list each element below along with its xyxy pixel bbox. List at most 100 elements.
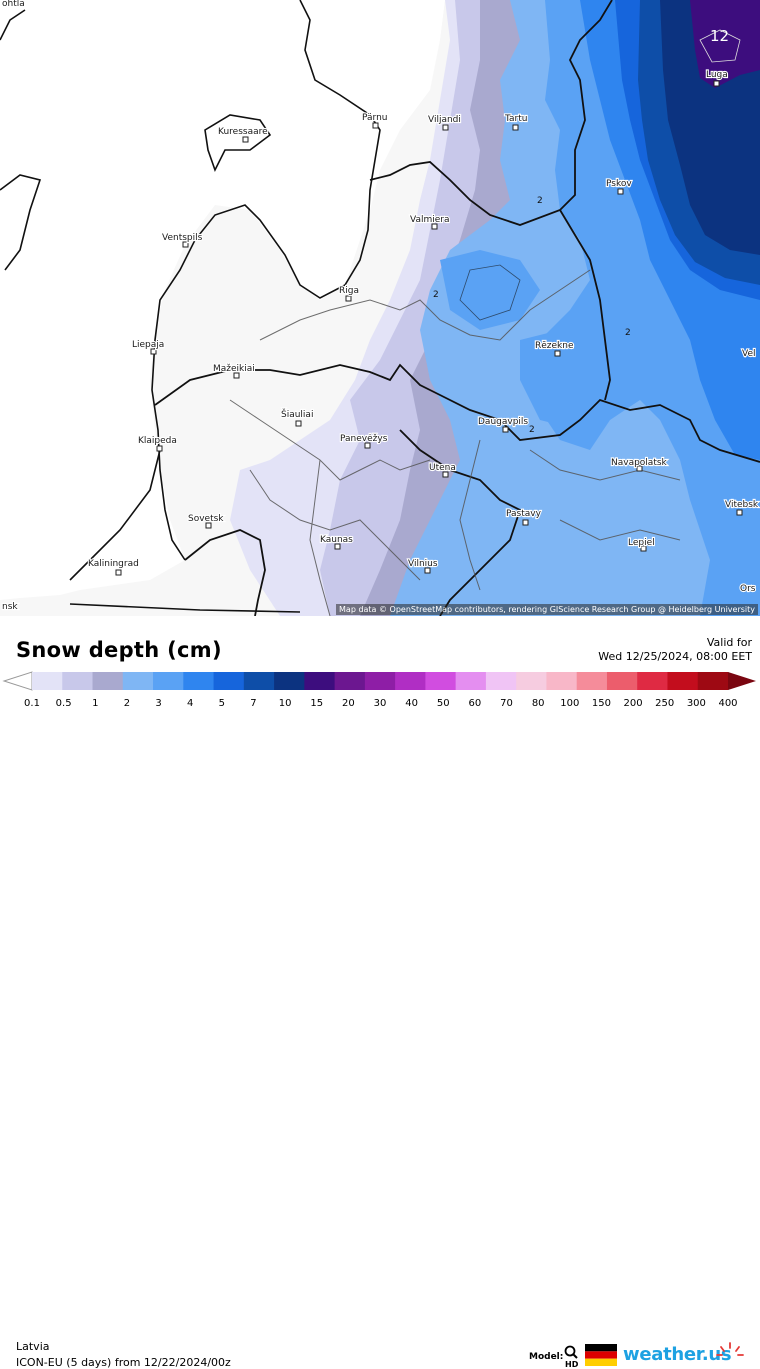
- city-label: Ventspils: [162, 233, 203, 243]
- city-label: Luga: [706, 70, 728, 80]
- colorbar-tick-label: 250: [655, 698, 674, 709]
- model-label: Model:: [529, 1352, 564, 1362]
- map-canvas: Kuressaare Pärnu Viljandi Tartu Pskov Lu…: [0, 0, 760, 616]
- colorbar-swatch: [122, 672, 154, 690]
- border-poland: [69, 603, 301, 613]
- city-markers: [115, 80, 743, 576]
- city-label: Kuressaare: [218, 127, 268, 137]
- colorbar-swatch: [576, 672, 608, 690]
- city-labels: Kuressaare Pärnu Viljandi Tartu Pskov Lu…: [1, 0, 760, 613]
- colorbar-swatch: [334, 672, 366, 690]
- map-attribution[interactable]: Map data © OpenStreetMap contributors, r…: [336, 604, 758, 615]
- city-label: Panevėžys: [340, 434, 388, 444]
- city-label: Vel: [742, 349, 756, 359]
- colorbar-tick-label: 2: [124, 698, 130, 709]
- colorbar-tick-label: 0.1: [24, 698, 40, 709]
- colorbar-swatch: [485, 672, 517, 690]
- colorbar-tick-label: 70: [500, 698, 513, 709]
- city-label: Pastavy: [506, 509, 542, 519]
- border-latvia-lithuania: [154, 363, 760, 463]
- region-name: Latvia: [16, 1340, 50, 1353]
- colorbar-tick-label: 150: [592, 698, 611, 709]
- contour-label: 2: [433, 290, 439, 300]
- magnifier-hd-icon: HD: [564, 1345, 579, 1368]
- city-label: Liepaja: [132, 340, 164, 350]
- snow-3-patch2: [520, 330, 600, 430]
- city-label: Lepiel: [628, 538, 655, 548]
- colorbar-swatch: [92, 672, 124, 690]
- city-label: Kaunas: [320, 535, 353, 545]
- colorbar-swatch: [697, 672, 729, 690]
- legend-colorbar: 0.1 0.5 1 2 3 4 5 7 10 15 20 30 40 50 60 70 80 100 150 200 2…: [2, 671, 756, 709]
- colorbar-arrow-low: [2, 671, 33, 691]
- border-russia: [559, 209, 611, 401]
- border-kaliningrad: [184, 529, 266, 616]
- colorbar-tick-label: 7: [250, 698, 256, 709]
- valid-time: Wed 12/25/2024, 08:00 EET: [598, 650, 752, 663]
- coastline: [0, 0, 381, 561]
- city-label: Ors: [740, 584, 756, 594]
- colorbar-swatch: [153, 672, 184, 690]
- colorbar-swatch: [516, 672, 547, 690]
- border-lithuania-belarus: [399, 429, 522, 616]
- snow-contour-12: [699, 29, 741, 63]
- city-label: Klaipeda: [138, 436, 177, 446]
- colorbar-tick-label: 80: [532, 698, 545, 709]
- colorbar-swatch: [667, 672, 699, 690]
- colorbar-tick-label: 300: [687, 698, 706, 709]
- contour-label: 2: [625, 328, 631, 338]
- city-label: Pärnu: [362, 113, 388, 123]
- colorbar-swatch: [274, 672, 305, 690]
- city-label: Šiauliai: [281, 408, 313, 420]
- baltic-sea: [0, 0, 445, 600]
- colorbar-ticks: 0.1 0.5 1 2 3 4 5 7 10 15 20 30 40 50 60 70 80 100 150 200 2…: [24, 698, 738, 709]
- colorbar-arrow-high: [728, 672, 756, 690]
- city-label: Utena: [429, 463, 456, 473]
- region-boundaries: [229, 269, 681, 616]
- colorbar-swatch: [32, 672, 63, 690]
- contour-labels: 12 2 2 2 2: [433, 27, 729, 435]
- colorbar-tick-label: 4: [187, 698, 193, 709]
- colorbar-tick-label: 10: [279, 698, 292, 709]
- colorbar-tick-label: 60: [469, 698, 482, 709]
- city-label: Kaliningrad: [88, 559, 139, 569]
- city-label: Sovetsk: [188, 514, 224, 524]
- colorbar-tick-label: 50: [437, 698, 450, 709]
- snow-contour-2: [459, 264, 521, 321]
- colorbar-swatch: [62, 672, 94, 690]
- colorbar-swatches: [2, 671, 756, 691]
- city-label: Mažeikiai: [213, 364, 255, 374]
- colorbar-swatch: [213, 672, 245, 690]
- city-label: Vitebsk: [725, 500, 759, 510]
- colorbar-tick-label: 30: [374, 698, 387, 709]
- colorbar-swatch: [546, 672, 578, 690]
- colorbar-tick-label: 200: [624, 698, 643, 709]
- city-label: Pskov: [606, 179, 632, 189]
- colorbar-tick-label: 40: [405, 698, 418, 709]
- city-label: ohtla: [2, 0, 25, 9]
- city-label: Valmiera: [410, 215, 450, 225]
- snow-depth-map[interactable]: Kuressaare Pärnu Viljandi Tartu Pskov Lu…: [0, 0, 760, 616]
- colorbar-tick-label: 3: [155, 698, 161, 709]
- colorbar-swatch: [637, 672, 668, 690]
- colorbar-swatch: [455, 672, 487, 690]
- colorbar-tick-label: 20: [342, 698, 355, 709]
- colorbar-tick-label: 1: [92, 698, 98, 709]
- colorbar-tick-label: 400: [718, 698, 737, 709]
- germany-flag-icon: [585, 1344, 617, 1366]
- contour-label: 12: [710, 27, 729, 45]
- snow-3-patch: [440, 250, 540, 330]
- colorbar-swatch: [364, 672, 396, 690]
- colorbar-tick-label: 5: [219, 698, 225, 709]
- colorbar-swatch: [395, 672, 426, 690]
- model-run: ICON-EU (5 days) from 12/22/2024/00z: [16, 1356, 231, 1369]
- city-label: nsk: [2, 602, 18, 612]
- colorbar-tick-label: 100: [560, 698, 579, 709]
- legend-title: Snow depth (cm): [16, 638, 222, 662]
- city-label: Riga: [339, 286, 359, 296]
- svg-text:HD: HD: [565, 1360, 579, 1368]
- city-label: Vilnius: [408, 559, 438, 569]
- valid-for-label: Valid for: [706, 636, 752, 649]
- colorbar-swatch: [304, 672, 336, 690]
- snow-15: [690, 0, 760, 88]
